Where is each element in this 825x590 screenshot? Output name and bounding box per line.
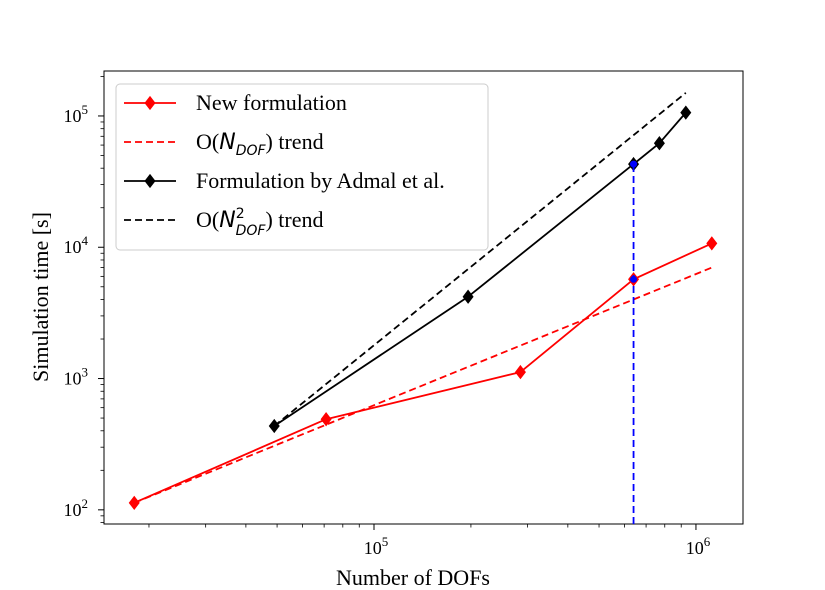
legend-box [115, 83, 489, 251]
x-axis-label: Number of DOFs [336, 565, 490, 590]
legend-item-2: O(NDOF) trend [124, 129, 324, 159]
axis-ticks: 105 106 102 103 104 105 [64, 76, 711, 558]
legend-marker [144, 95, 156, 111]
data-point [462, 289, 474, 304]
legend-item-1: New formulation [124, 90, 347, 115]
series-line [133, 266, 713, 504]
y-tick-label: 105 [64, 102, 89, 126]
series-line [273, 92, 687, 427]
data-point [653, 136, 665, 151]
data-point [320, 412, 332, 427]
legend-marker [144, 173, 156, 189]
y-tick-label: 104 [64, 233, 89, 257]
series-4 [273, 92, 687, 427]
data-point [706, 236, 718, 251]
legend: New formulation O(NDOF) trend Formulation … [115, 83, 489, 251]
reference-point [630, 160, 638, 168]
reference-point [630, 275, 638, 283]
legend-label: O(N2 DOF) trend [196, 206, 324, 239]
annotation-layer [630, 160, 638, 524]
data-point [680, 105, 692, 120]
legend-label: Formulation by Admal et al. [196, 168, 445, 193]
legend-label: New formulation [196, 90, 347, 115]
series-2 [133, 266, 713, 504]
legend-item-4: O(N2 DOF) trend [124, 206, 324, 239]
x-tick-label: 105 [364, 534, 389, 558]
y-tick-label: 102 [64, 496, 89, 520]
data-point [268, 418, 280, 434]
legend-item-3: Formulation by Admal et al. [124, 168, 445, 193]
plot-area [103, 70, 744, 525]
series-1 [128, 236, 718, 511]
data-point [514, 364, 526, 380]
x-tick-label: 106 [686, 534, 711, 558]
legend-label: O(NDOF) trend [196, 129, 324, 159]
series-line [133, 242, 713, 504]
y-tick-label: 103 [64, 365, 89, 389]
y-axis-label: Simulation time [s] [28, 212, 53, 382]
